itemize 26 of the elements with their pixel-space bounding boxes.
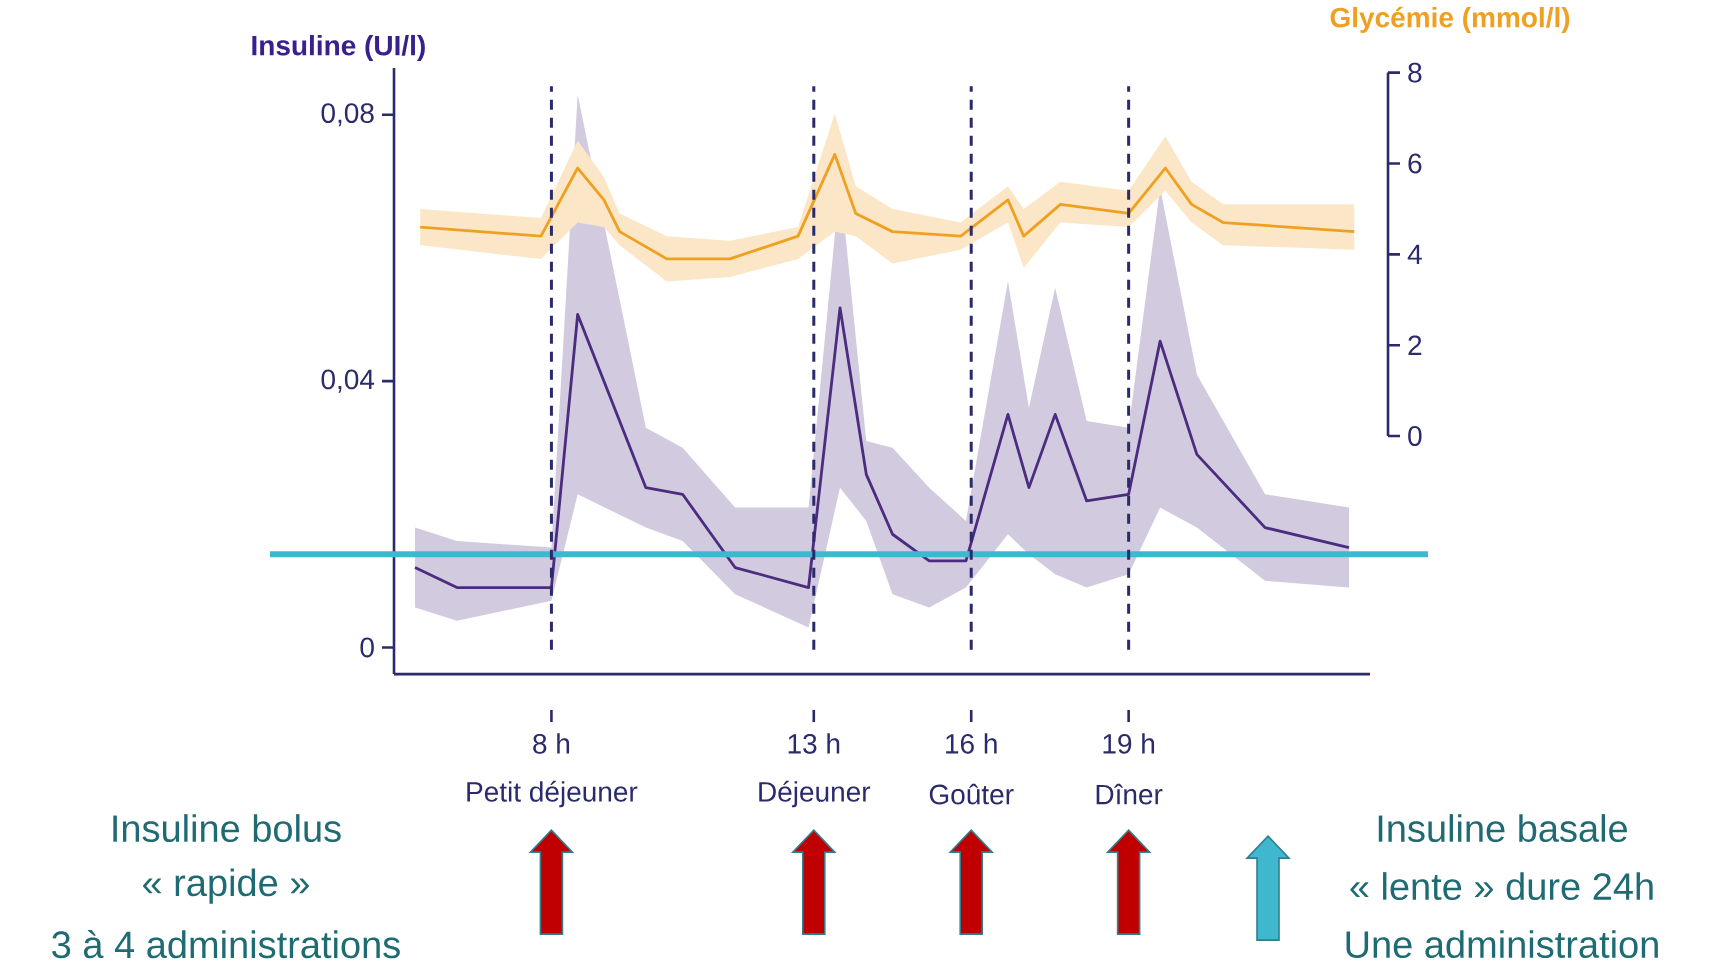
text: Dîner — [1096, 783, 1163, 805]
y2-axis-title: Glycémie (mmol/l) — [1330, 6, 1570, 34]
y2-tick-label: 0 — [1408, 426, 1422, 446]
text: Goûter — [929, 783, 1014, 805]
x-tick-label: 16 h — [946, 733, 997, 754]
y2-tick-label: 6 — [1408, 153, 1422, 174]
text: 3 à 4 administrations — [52, 929, 400, 959]
x-tick-label: 13 h — [788, 733, 840, 754]
y2-tick-label: 8 — [1408, 62, 1422, 83]
y2-tick-label: 4 — [1407, 244, 1422, 264]
text: Déjeuner — [759, 780, 871, 808]
line-series — [418, 153, 1356, 261]
text: Insuline bolus — [113, 814, 341, 843]
text: Petit déjeuner — [467, 780, 638, 808]
y-axis-title: Insuline (UI/l) — [252, 34, 425, 62]
y-tick-label: 0 — [360, 637, 374, 658]
text: « lente » dure 24h — [1350, 872, 1653, 901]
text: Une administration — [1346, 930, 1658, 959]
y-tick-label: 0,04 — [321, 369, 375, 393]
y2-tick-label: 2 — [1408, 335, 1422, 355]
x-tick-label: 8 h — [533, 733, 570, 754]
text: Insuline basale — [1378, 814, 1627, 843]
y-tick-label: 0,08 — [321, 103, 374, 127]
text: « rapide » — [143, 868, 309, 904]
line-series — [413, 306, 1351, 589]
x-tick-label: 19 h — [1103, 733, 1155, 754]
